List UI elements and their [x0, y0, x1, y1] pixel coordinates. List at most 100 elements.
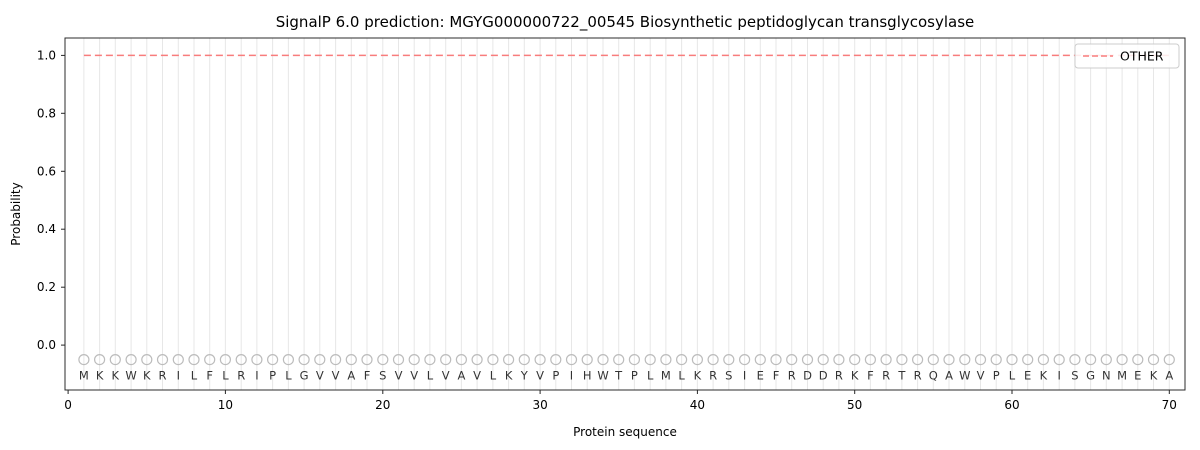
residue-marker [896, 354, 908, 366]
residue-marker [707, 354, 719, 366]
residue-marker [675, 354, 688, 366]
residue-marker [314, 354, 326, 366]
y-tick-label: 0.6 [37, 164, 56, 178]
residue-letter: D [819, 369, 828, 383]
legend-label: OTHER [1120, 49, 1164, 64]
residue-letter: V [332, 369, 340, 383]
residue-marker [141, 354, 153, 366]
residue-letter: W [959, 369, 970, 383]
x-tick-label: 30 [532, 398, 547, 412]
residue-marker [78, 354, 90, 366]
residue-letter: R [914, 369, 922, 383]
residue-letter: A [457, 369, 465, 383]
residue-letter: V [316, 369, 324, 383]
residue-marker [597, 354, 609, 366]
residue-marker [172, 354, 184, 366]
residue-letter: P [631, 369, 638, 383]
residue-marker [613, 354, 625, 366]
residue-marker [392, 354, 405, 366]
residue-marker [1132, 354, 1144, 366]
residue-letter: I [255, 369, 258, 383]
residue-marker [204, 354, 216, 366]
residue-letter: P [552, 369, 559, 383]
residue-letter: L [222, 369, 229, 383]
residue-letter: E [757, 369, 764, 383]
residue-marker [911, 354, 924, 366]
residue-letter: M [1117, 369, 1127, 383]
residue-marker [330, 354, 342, 366]
residue-marker [1100, 354, 1112, 366]
residue-marker [1006, 354, 1018, 366]
residue-letter: V [442, 369, 450, 383]
residue-marker [282, 354, 294, 366]
residue-letter: L [678, 369, 685, 383]
residue-marker [518, 354, 530, 366]
residue-marker [440, 354, 452, 366]
residue-marker [487, 354, 499, 366]
residue-marker [581, 354, 593, 366]
residue-marker [1069, 354, 1081, 366]
residue-marker [550, 354, 562, 366]
residue-marker [361, 354, 373, 366]
residue-marker [471, 354, 483, 366]
residue-letter: K [694, 369, 702, 383]
residue-letter: S [379, 369, 386, 383]
residue-marker [109, 354, 121, 366]
x-tick-label: 10 [218, 398, 233, 412]
residue-marker [534, 354, 546, 366]
residue-letter: R [159, 369, 167, 383]
plot-frame [64, 37, 1186, 391]
residue-letter: K [143, 369, 151, 383]
residue-marker [849, 354, 861, 366]
residue-letter: I [177, 369, 180, 383]
residue-marker [565, 354, 578, 366]
residue-letter: K [505, 369, 513, 383]
residue-marker [644, 354, 656, 366]
residue-letter: I [743, 369, 746, 383]
residue-letter: I [570, 369, 573, 383]
residue-marker [738, 354, 751, 366]
residue-marker [943, 354, 955, 366]
residue-marker [691, 354, 704, 366]
x-tick-label: 20 [375, 398, 390, 412]
residue-letter: K [96, 369, 104, 383]
residue-marker [786, 354, 798, 366]
residue-marker [628, 354, 641, 366]
residue-letter: V [977, 369, 985, 383]
residue-marker [267, 354, 279, 366]
legend: OTHER [1074, 43, 1180, 69]
residue-letter: N [1102, 369, 1111, 383]
residue-marker [801, 354, 814, 366]
residue-marker [424, 354, 436, 366]
residue-marker [1147, 354, 1160, 366]
residue-letter: P [993, 369, 1000, 383]
residue-letter: F [773, 369, 780, 383]
chart-title: SignalP 6.0 prediction: MGYG000000722_00… [275, 13, 975, 31]
residue-marker [754, 354, 766, 366]
residue-marker [188, 354, 200, 366]
residue-letter: K [1040, 369, 1048, 383]
residue-letter: L [427, 369, 434, 383]
y-tick-label: 0.8 [37, 106, 56, 120]
residue-letter: R [709, 369, 717, 383]
residue-marker [377, 354, 389, 366]
residue-letter: W [125, 369, 136, 383]
residue-marker [959, 354, 971, 366]
residue-letter: S [725, 369, 732, 383]
residue-marker [974, 354, 987, 366]
residue-marker [927, 354, 939, 366]
residue-letter: I [1057, 369, 1060, 383]
residue-letter: V [473, 369, 481, 383]
residue-letter: E [1024, 369, 1031, 383]
residue-letter: T [614, 369, 623, 383]
residue-marker [251, 354, 263, 366]
y-tick-label: 0.4 [37, 222, 56, 236]
y-tick-label: 0.2 [37, 280, 56, 294]
residue-letter: A [347, 369, 355, 383]
residue-marker [723, 354, 735, 366]
residue-marker [455, 354, 467, 366]
residue-letter: V [536, 369, 544, 383]
residue-letter: R [237, 369, 245, 383]
